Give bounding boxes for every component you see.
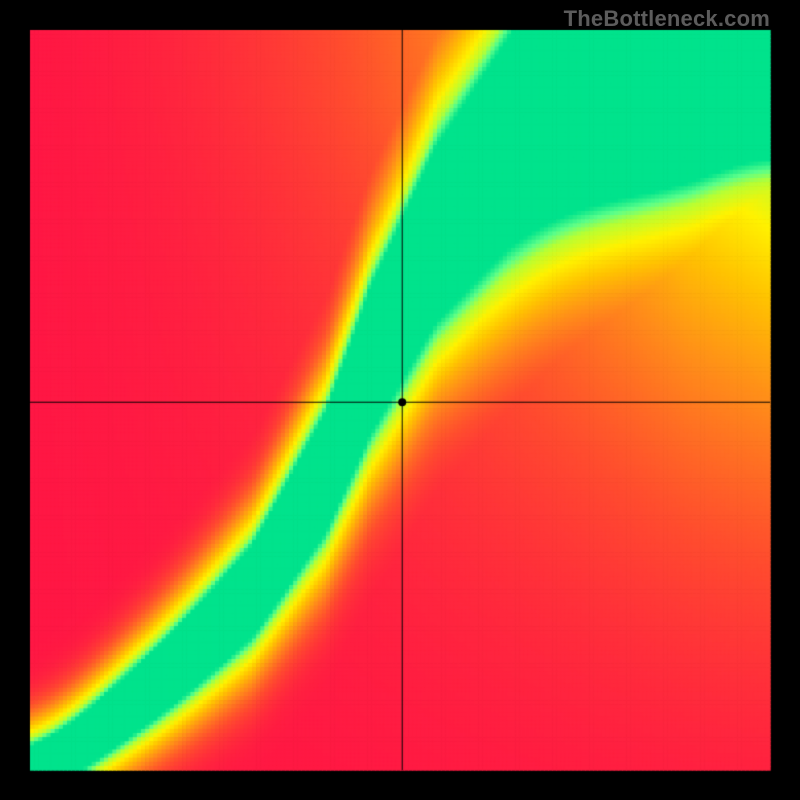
heatmap-canvas <box>0 0 800 800</box>
attribution-label: TheBottleneck.com <box>564 6 770 32</box>
chart-container: TheBottleneck.com <box>0 0 800 800</box>
